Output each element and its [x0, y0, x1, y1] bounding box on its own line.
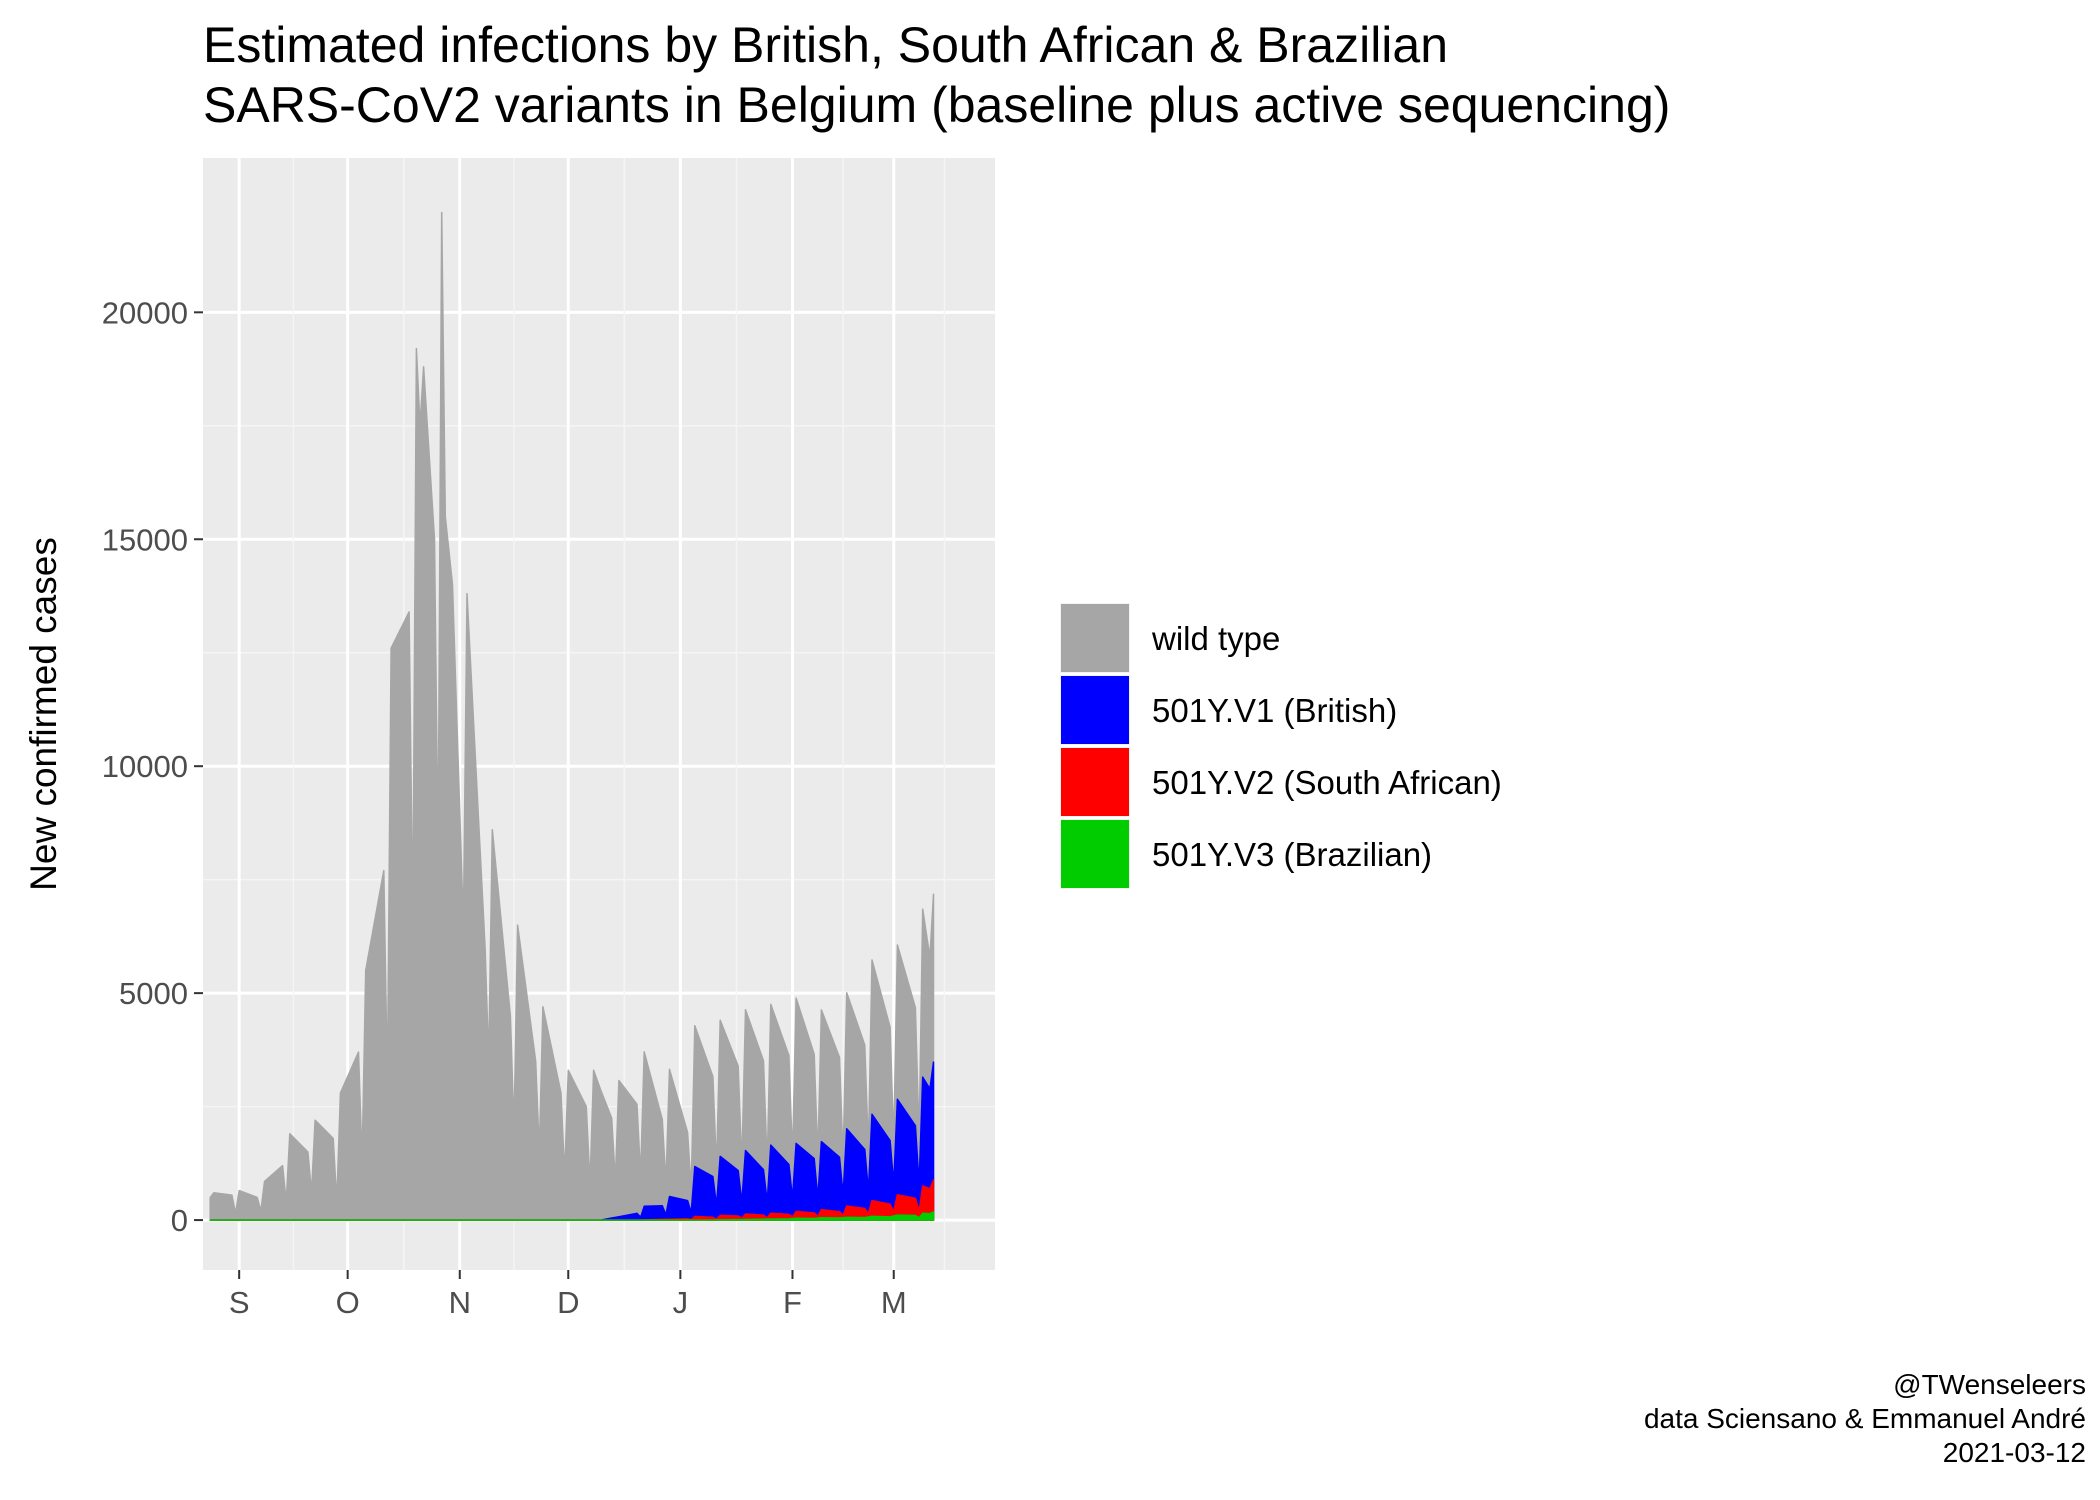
caption-date: 2021-03-12	[1942, 1437, 2086, 1468]
chart-title-line-2: SARS-CoV2 variants in Belgium (baseline …	[203, 77, 1670, 133]
y-axis-title: New confirmed cases	[23, 537, 64, 891]
y-tick-label: 0	[171, 1203, 188, 1238]
y-tick-label: 5000	[119, 976, 188, 1011]
legend-swatch	[1061, 676, 1129, 744]
x-tick-label: N	[449, 1285, 471, 1320]
x-tick-label: S	[229, 1285, 250, 1320]
legend-swatch	[1061, 748, 1129, 816]
y-tick-label: 10000	[102, 749, 188, 784]
legend-label: wild type	[1151, 620, 1280, 657]
x-tick-label: D	[557, 1285, 579, 1320]
area-501y-v3-brazilian	[209, 1211, 935, 1221]
y-tick-label: 15000	[102, 522, 188, 557]
x-tick-label: O	[336, 1285, 360, 1320]
x-tick-label: M	[881, 1285, 907, 1320]
y-tick-label: 20000	[102, 295, 188, 330]
area-wild-type	[209, 211, 935, 1221]
legend-label: 501Y.V3 (Brazilian)	[1152, 836, 1432, 873]
caption: @TWenseleers data Sciensano & Emmanuel A…	[1644, 1368, 2086, 1470]
y-axis: 0 5000 10000 15000 20000	[102, 295, 203, 1238]
caption-author: @TWenseleers	[1893, 1369, 2086, 1400]
caption-source: data Sciensano & Emmanuel André	[1643, 1403, 2086, 1434]
chart-title-line-1: Estimated infections by British, South A…	[203, 17, 1448, 73]
legend-swatch	[1061, 820, 1129, 888]
legend-label: 501Y.V1 (British)	[1152, 692, 1397, 729]
series-areas	[209, 211, 935, 1221]
legend-swatch	[1061, 604, 1129, 672]
legend: wild type 501Y.V1 (British) 501Y.V2 (South…	[1060, 603, 1502, 889]
x-tick-label: F	[783, 1285, 802, 1320]
legend-label: 501Y.V2 (South African)	[1152, 764, 1502, 801]
x-tick-label: J	[673, 1285, 689, 1320]
